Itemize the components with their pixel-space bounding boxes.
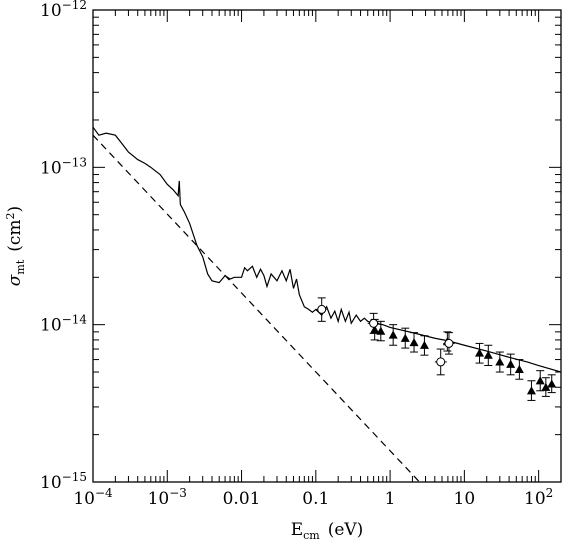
x-tick-label: 10 bbox=[454, 489, 476, 509]
data-point-triangle bbox=[419, 335, 429, 356]
chart-marks bbox=[93, 126, 561, 482]
data-point-triangle bbox=[388, 324, 398, 346]
series-line-dashed bbox=[93, 134, 421, 482]
data-point-triangle bbox=[376, 320, 386, 342]
data-point-circle bbox=[315, 297, 327, 322]
triangle-marker bbox=[400, 333, 410, 342]
y-tick-label-mantissa: 10 bbox=[40, 473, 62, 493]
y-tick-label-mantissa: 10 bbox=[40, 1, 62, 21]
x-tick-label-mantissa: 10 bbox=[73, 489, 95, 509]
x-tick-label-exponent: −3 bbox=[169, 486, 187, 500]
data-point-triangle bbox=[409, 332, 419, 353]
x-tick-label-mantissa: 10 bbox=[524, 489, 546, 509]
triangle-marker bbox=[419, 340, 429, 349]
circle-marker bbox=[317, 304, 327, 314]
y-tick-label-mantissa: 10 bbox=[40, 316, 62, 336]
y-tick-label-exponent: −12 bbox=[62, 0, 87, 12]
triangle-marker bbox=[526, 386, 536, 395]
circle-marker bbox=[369, 318, 379, 328]
triangle-marker bbox=[370, 325, 380, 334]
triangle-marker bbox=[541, 382, 551, 391]
data-point-triangle bbox=[514, 359, 524, 380]
triangle-marker bbox=[514, 364, 524, 373]
x-tick-label: 10−3 bbox=[148, 486, 187, 509]
x-tick-label: 10−4 bbox=[73, 486, 113, 509]
circle-marker bbox=[444, 338, 454, 348]
triangle-marker bbox=[376, 326, 386, 335]
x-axis-label: Ecm (eV) bbox=[291, 520, 364, 542]
x-tick-label: 0.01 bbox=[223, 489, 261, 509]
x-tick-label: 0.1 bbox=[302, 489, 329, 509]
y-tick-label-exponent: −14 bbox=[62, 313, 88, 327]
y-tick-label: 10−13 bbox=[40, 155, 87, 178]
data-point-triangle bbox=[495, 351, 505, 373]
plot-frame bbox=[92, 9, 562, 483]
triangle-marker bbox=[483, 350, 493, 359]
data-point-circle bbox=[434, 348, 447, 376]
y-axis-label-unit-close: ) bbox=[5, 206, 25, 213]
y-axis-label: σmt (cm2) bbox=[4, 206, 27, 286]
data-point-triangle bbox=[547, 374, 557, 394]
triangle-marker bbox=[495, 357, 505, 366]
data-point-triangle bbox=[535, 370, 545, 392]
x-axis-label-main: E bbox=[291, 520, 303, 540]
triangle-marker bbox=[409, 338, 419, 347]
x-tick-label: 1 bbox=[385, 489, 396, 509]
y-tick-label: 10−12 bbox=[40, 0, 87, 21]
x-axis-label-sub: cm bbox=[303, 529, 320, 542]
x-tick-label: 102 bbox=[524, 486, 553, 509]
y-tick-label: 10−15 bbox=[40, 470, 87, 493]
y-axis-label-unit: (cm bbox=[5, 219, 25, 251]
y-tick-label: 10−14 bbox=[40, 313, 87, 336]
axis-ticks: 10−4 10−3 0.01 0.1 1 10 10210−1510−1410−1310−1… bbox=[40, 0, 562, 509]
triangle-marker bbox=[506, 359, 516, 368]
x-tick-label-exponent: 2 bbox=[546, 486, 554, 500]
data-point-triangle bbox=[483, 344, 493, 367]
y-tick-label-exponent: −15 bbox=[62, 470, 87, 484]
data-point-triangle bbox=[475, 342, 485, 364]
triangle-marker bbox=[388, 330, 398, 339]
y-axis-label-unit-sup: 2 bbox=[4, 212, 17, 219]
series-line-solid bbox=[93, 126, 561, 373]
y-axis-label-sub: mt bbox=[14, 259, 27, 274]
x-tick-label-exponent: −4 bbox=[95, 486, 113, 500]
triangle-marker bbox=[547, 379, 557, 388]
y-tick-label-exponent: −13 bbox=[62, 155, 87, 169]
x-tick-label-mantissa: 10 bbox=[148, 489, 170, 509]
triangle-marker bbox=[475, 348, 485, 357]
data-point-triangle bbox=[400, 327, 410, 349]
data-point-triangle bbox=[541, 377, 551, 397]
data-point-triangle bbox=[506, 353, 516, 376]
data-point-circle bbox=[443, 332, 455, 355]
y-tick-label-mantissa: 10 bbox=[40, 158, 62, 178]
triangle-marker bbox=[535, 376, 545, 385]
data-point-circle bbox=[367, 312, 380, 334]
data-point-triangle bbox=[526, 380, 536, 401]
circle-marker bbox=[436, 357, 446, 367]
x-axis-label-unit: (eV) bbox=[328, 520, 364, 540]
y-axis-label-main: σ bbox=[5, 274, 25, 286]
